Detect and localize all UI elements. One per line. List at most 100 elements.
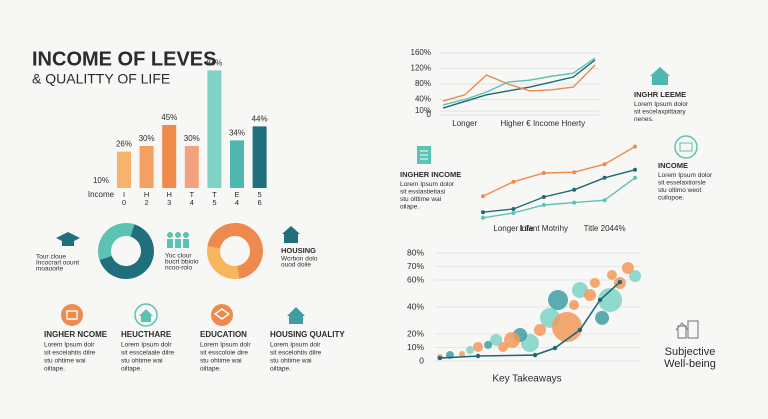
income-icon <box>674 135 698 159</box>
bar <box>230 140 244 188</box>
block-line: moaoorle <box>36 266 63 273</box>
point <box>602 175 607 180</box>
x-tick-label: Title 2044% <box>584 224 626 233</box>
block-line: Lorem Ipsum dolr <box>44 342 95 349</box>
block-line: sit esslastietiasi <box>400 189 445 196</box>
block-line: Lorem Ipsum dolr <box>200 342 251 349</box>
bubble <box>621 261 634 274</box>
bubble <box>459 350 466 357</box>
point <box>597 297 603 303</box>
x-tick-label: T <box>190 190 195 199</box>
y-tick-label: 70% <box>407 261 424 271</box>
x-tick-label: Longer Life <box>493 224 534 233</box>
x-tick-label: 4 <box>190 198 194 207</box>
y-tick-label: 80% <box>407 247 424 257</box>
y-tick-label: 60% <box>407 274 424 284</box>
point <box>602 162 607 167</box>
x-tick-label: Higher € Income <box>501 119 560 128</box>
block-line: stu ohtime wai <box>121 358 163 365</box>
point <box>541 195 546 199</box>
block-line: Incocrarl oount <box>36 260 79 267</box>
y-tick-label: 0 <box>419 355 424 365</box>
y-tick-label: 160% <box>411 48 431 57</box>
y-tick-label: 0 <box>427 110 432 119</box>
title: INCOME OF LEVES <box>32 48 216 70</box>
point <box>541 171 546 175</box>
feature-icon <box>211 304 233 326</box>
point <box>633 144 637 149</box>
donut-slice <box>207 223 263 279</box>
donut-slice <box>99 224 154 279</box>
bar <box>162 125 177 188</box>
bar <box>184 146 199 188</box>
x-tick-label: 6 <box>258 198 262 207</box>
block-line: nenes. <box>634 116 654 123</box>
house-icon <box>282 226 300 243</box>
point <box>577 327 583 333</box>
feature-icon <box>61 304 83 326</box>
block-line: Lorem Ipsum dolr <box>270 342 321 349</box>
side-label: Well-being <box>664 358 716 370</box>
block-line: stu ohtime wai <box>200 358 242 365</box>
bar <box>117 151 131 188</box>
y-tick-label: 80% <box>415 79 431 88</box>
bubble <box>484 340 493 349</box>
x-tick-label: 2 <box>145 198 149 207</box>
bubble <box>571 281 588 298</box>
block-title: INCOME <box>658 161 688 170</box>
block-title: HEUCTHARE <box>121 330 172 339</box>
value-label: 44% <box>252 115 268 124</box>
x-tick-label: H <box>144 190 149 199</box>
block-title: HOUSING <box>281 246 316 255</box>
feature-icon <box>134 303 158 327</box>
block-line: Lorem Ipsum dolor <box>400 181 455 188</box>
x-tick-label: 3 <box>167 198 171 207</box>
bubble <box>504 331 521 348</box>
point <box>617 279 623 285</box>
point <box>572 200 577 205</box>
bubble <box>548 289 568 310</box>
bubble <box>629 269 642 282</box>
value-label: 30% <box>139 134 155 143</box>
block-line: sit esselaxtiorsle <box>658 180 706 187</box>
x-tick-label: 5 <box>212 198 216 207</box>
line <box>442 57 596 106</box>
x-label: Key Takeaways <box>492 374 561 385</box>
block-line: stu oltimo weot <box>658 187 702 194</box>
point <box>481 194 485 199</box>
line <box>482 145 636 197</box>
block-line: oiltape. <box>270 366 291 373</box>
block-line: ouod doiie <box>281 262 311 269</box>
block-title: EDUCATION <box>200 330 247 339</box>
x-tick-label: 4 <box>235 198 239 207</box>
block-line: Lorem Ipsum dolor <box>634 101 689 108</box>
bar <box>139 146 154 188</box>
point <box>633 167 637 172</box>
point <box>552 345 558 351</box>
donut-slice <box>97 223 135 261</box>
point <box>532 352 538 358</box>
block-line: oilape. <box>400 204 419 211</box>
block-line: sit escelahtis dilre <box>44 350 96 357</box>
x-tick-label: I <box>123 190 125 199</box>
bubble <box>595 310 610 325</box>
value-label: 84% <box>206 59 222 68</box>
bar <box>252 126 267 188</box>
value-label: 26% <box>116 140 132 149</box>
line <box>482 169 636 213</box>
block-title: INGHR LEEME <box>634 90 686 99</box>
line <box>442 64 596 102</box>
block-line: sit escelohtis dilre <box>270 350 322 357</box>
block-line: ncoo-rolo <box>165 265 192 272</box>
y-tick-label: 20% <box>407 328 424 338</box>
x-label: Income <box>88 190 115 199</box>
point <box>541 203 546 207</box>
point <box>437 355 443 361</box>
block-line: stu ohtime wai <box>270 358 312 365</box>
bubble <box>598 287 623 312</box>
wellbeing-icon <box>675 320 699 339</box>
bubble <box>606 270 617 281</box>
x-tick-label: E <box>234 190 239 199</box>
x-tick-label: Longer <box>452 119 477 128</box>
